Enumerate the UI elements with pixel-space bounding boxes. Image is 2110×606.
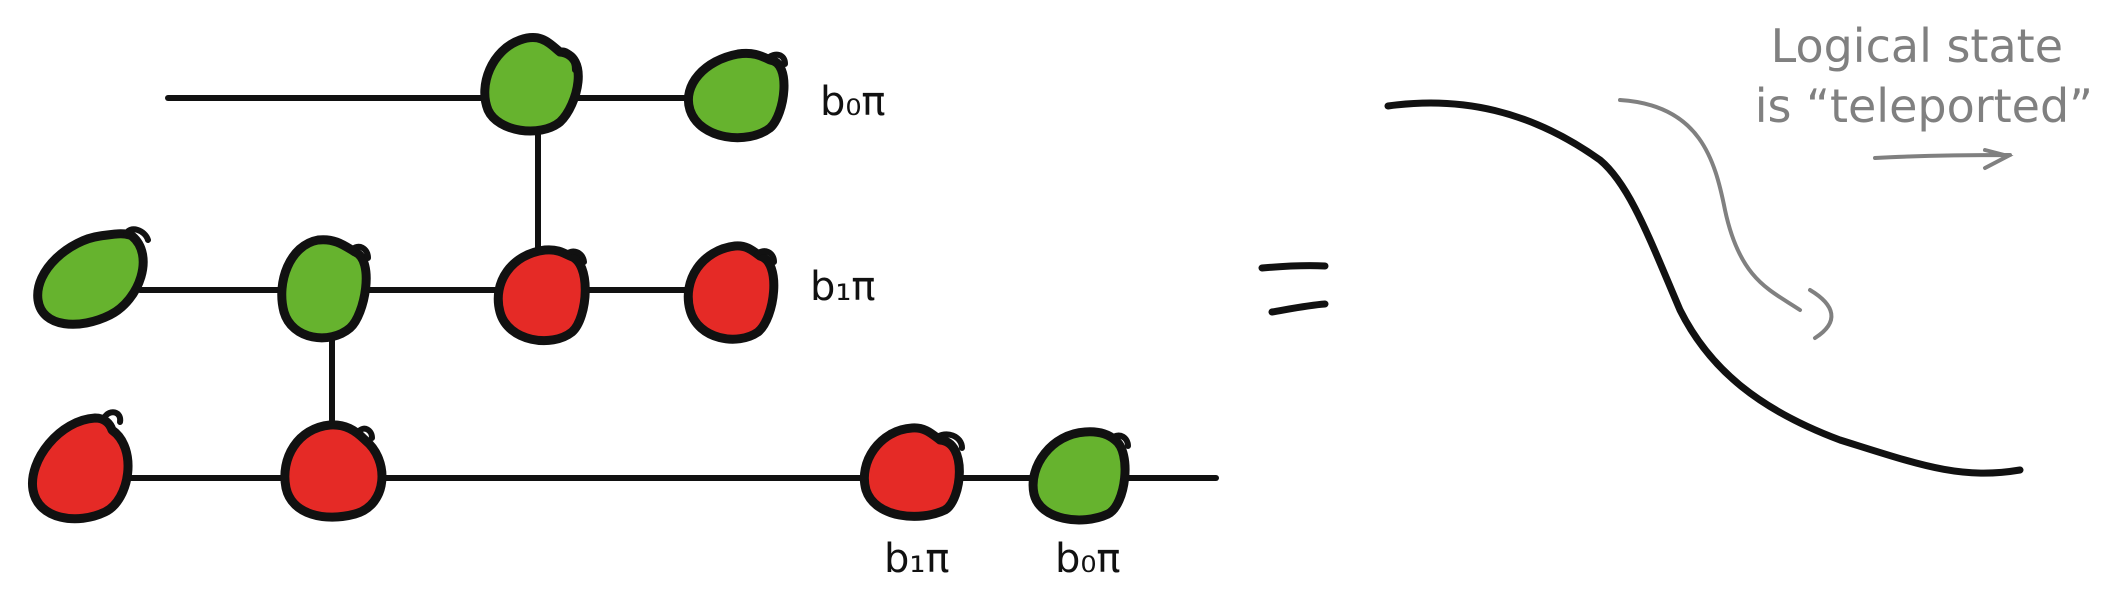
red-spider — [493, 245, 590, 346]
red-spider — [859, 423, 964, 521]
phase-label-middle: b₁π — [810, 264, 876, 310]
spider-mid-4 — [683, 241, 779, 344]
spider-nub — [123, 226, 151, 243]
annotation-line-2: is “teleported” — [1755, 79, 2093, 133]
spider-bot-3 — [859, 423, 965, 521]
spider-bot-2 — [280, 420, 387, 522]
annotation-arrowhead — [1808, 288, 1834, 340]
spider-nub — [355, 425, 375, 441]
equals-bar-top — [1258, 262, 1329, 272]
spider-nub — [555, 47, 578, 73]
green-spider — [1028, 427, 1130, 525]
spider-mid-3 — [493, 245, 590, 346]
annotation-underline-arrow — [1873, 148, 2014, 170]
green-spider — [33, 229, 148, 329]
spider-nub — [1109, 432, 1131, 449]
green-spider — [277, 235, 371, 343]
phase-label-bottom-a: b₁π — [884, 536, 950, 582]
green-spider — [480, 33, 583, 136]
spider-bot-4 — [1028, 427, 1131, 525]
phase-label-top: b₀π — [820, 79, 886, 125]
red-spider — [28, 413, 133, 524]
spider-nub — [754, 248, 777, 265]
green-spider — [684, 48, 789, 143]
equals-sign — [1258, 262, 1329, 316]
spider-top-1 — [480, 33, 583, 136]
spider-nub — [933, 431, 965, 451]
teleported-wire — [1384, 99, 2024, 477]
phase-label-bottom-b: b₀π — [1055, 536, 1121, 582]
spider-bot-1 — [28, 409, 133, 524]
red-spider — [280, 420, 387, 522]
spider-nub — [765, 51, 788, 67]
red-spider — [683, 241, 779, 344]
spider-mid-2 — [277, 235, 371, 343]
annotation-arrow — [1618, 98, 1802, 312]
spider-nub — [563, 248, 587, 265]
annotation-line-1: Logical state — [1771, 19, 2063, 73]
spider-nub — [349, 243, 371, 261]
equals-bar-bottom — [1268, 300, 1329, 316]
spider-mid-1 — [33, 226, 151, 329]
spider-top-2 — [684, 48, 789, 143]
spider-nub — [101, 409, 124, 425]
